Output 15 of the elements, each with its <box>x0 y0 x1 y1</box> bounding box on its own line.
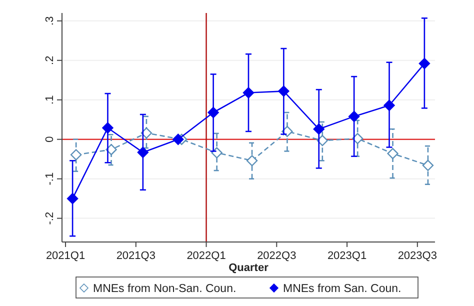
y-tick-label: .1 <box>44 95 56 104</box>
y-tick-label: .3 <box>44 16 56 26</box>
x-tick-label: 2021Q3 <box>116 250 156 262</box>
y-tick-label: .2 <box>44 56 56 65</box>
x-tick-label: 2023Q1 <box>327 250 367 262</box>
x-tick-label: 2021Q1 <box>46 250 86 262</box>
x-axis-title: Quarter <box>228 262 270 274</box>
legend-label: MNEs from San. Coun. <box>283 283 402 295</box>
x-tick-label: 2022Q1 <box>186 250 226 262</box>
x-tick-label: 2022Q3 <box>257 250 296 262</box>
x-tick-label: 2023Q3 <box>398 250 437 262</box>
y-tick-label: 0 <box>44 136 56 142</box>
y-tick-label: -.1 <box>44 172 56 186</box>
y-tick-label: -.2 <box>44 212 56 225</box>
legend-label: MNEs from Non-San. Coun. <box>93 283 236 295</box>
